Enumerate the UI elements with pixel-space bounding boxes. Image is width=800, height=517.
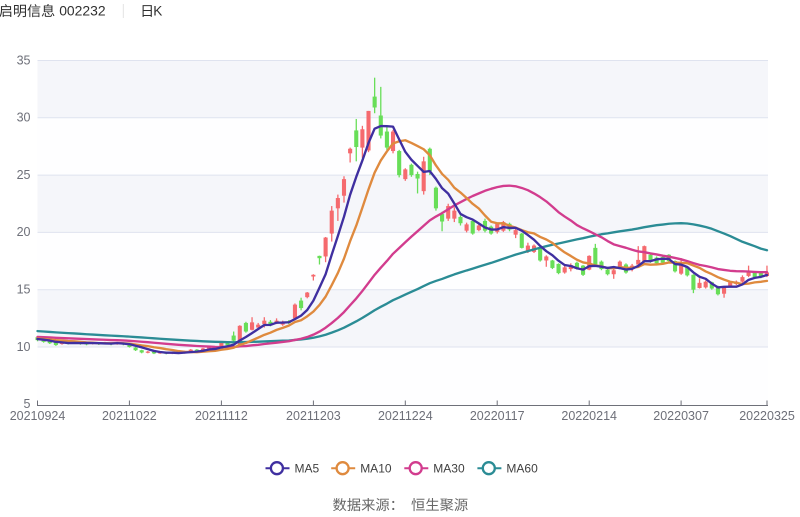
svg-text:20: 20 [17, 225, 31, 239]
svg-text:20210924: 20210924 [10, 409, 66, 423]
svg-text:K: K [153, 4, 162, 19]
svg-text:MA10: MA10 [360, 462, 392, 476]
svg-text:MA60: MA60 [506, 462, 538, 476]
svg-text:10: 10 [17, 340, 31, 354]
svg-text:20220117: 20220117 [470, 409, 525, 423]
svg-text:20220307: 20220307 [653, 409, 709, 423]
svg-text:30: 30 [17, 111, 31, 125]
svg-text:MA5: MA5 [295, 462, 320, 476]
svg-text:20211022: 20211022 [102, 409, 157, 423]
svg-text:15: 15 [17, 283, 31, 297]
svg-text:002232: 002232 [59, 3, 106, 19]
svg-text:20211203: 20211203 [286, 409, 341, 423]
svg-text:35: 35 [17, 53, 31, 67]
svg-text:20211112: 20211112 [195, 409, 248, 423]
svg-text:25: 25 [17, 168, 31, 182]
svg-text:5: 5 [24, 397, 31, 411]
svg-text:20220325: 20220325 [739, 409, 795, 423]
svg-text:20211224: 20211224 [378, 409, 433, 423]
svg-text:20220214: 20220214 [561, 409, 617, 423]
svg-text:MA30: MA30 [433, 462, 465, 476]
